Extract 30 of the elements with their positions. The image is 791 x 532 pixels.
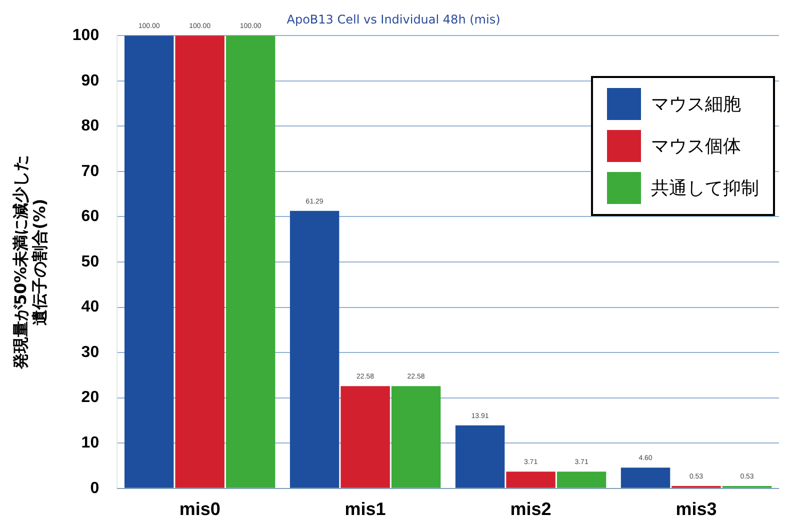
x-tick-label: mis3 [676,499,717,520]
y-tick-label: 70 [81,162,100,180]
legend-label: 共通して抑制 [651,177,759,200]
y-tick-label: 0 [90,480,100,497]
bar [506,472,556,488]
x-tick-label: mis2 [510,499,552,520]
bar [391,386,441,488]
y-tick-label: 50 [81,253,100,270]
bar [290,210,340,488]
y-tick-label: 10 [81,434,100,452]
y-tick-label: 80 [81,118,100,135]
chart-title: ApoB13 Cell vs Individual 48h (mis) [286,12,500,27]
bar [175,36,224,488]
y-tick-label: 60 [81,208,100,226]
legend-label: マウス個体 [651,135,741,158]
bar [124,36,174,488]
y-tick-label: 100 [72,27,100,44]
bar [226,36,276,488]
y-axis-title: 発現量が50%未満に減少した遺伝子の割合(%) [10,154,49,370]
bar [556,472,606,488]
bar [620,468,670,488]
x-tick-label: mis0 [179,499,220,520]
bar [340,386,390,488]
y-tick-label: 90 [81,72,100,90]
legend-label: マウス細胞 [651,93,741,116]
y-tick-label: 20 [81,389,100,406]
y-tick-label: 40 [81,298,100,316]
y-tick-label: 30 [81,344,100,361]
x-tick-label: mis1 [344,499,386,520]
bar [455,425,505,488]
